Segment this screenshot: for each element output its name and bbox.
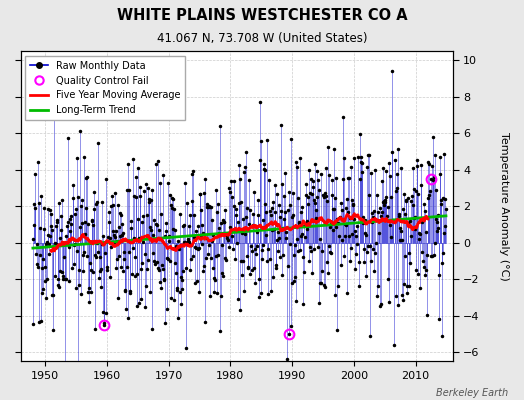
Text: WHITE PLAINS WESTCHESTER CO A: WHITE PLAINS WESTCHESTER CO A xyxy=(117,8,407,23)
Legend: Raw Monthly Data, Quality Control Fail, Five Year Moving Average, Long-Term Tren: Raw Monthly Data, Quality Control Fail, … xyxy=(26,56,185,120)
Text: Berkeley Earth: Berkeley Earth xyxy=(436,388,508,398)
Text: 41.067 N, 73.708 W (United States): 41.067 N, 73.708 W (United States) xyxy=(157,32,367,45)
Y-axis label: Temperature Anomaly (°C): Temperature Anomaly (°C) xyxy=(499,132,509,280)
